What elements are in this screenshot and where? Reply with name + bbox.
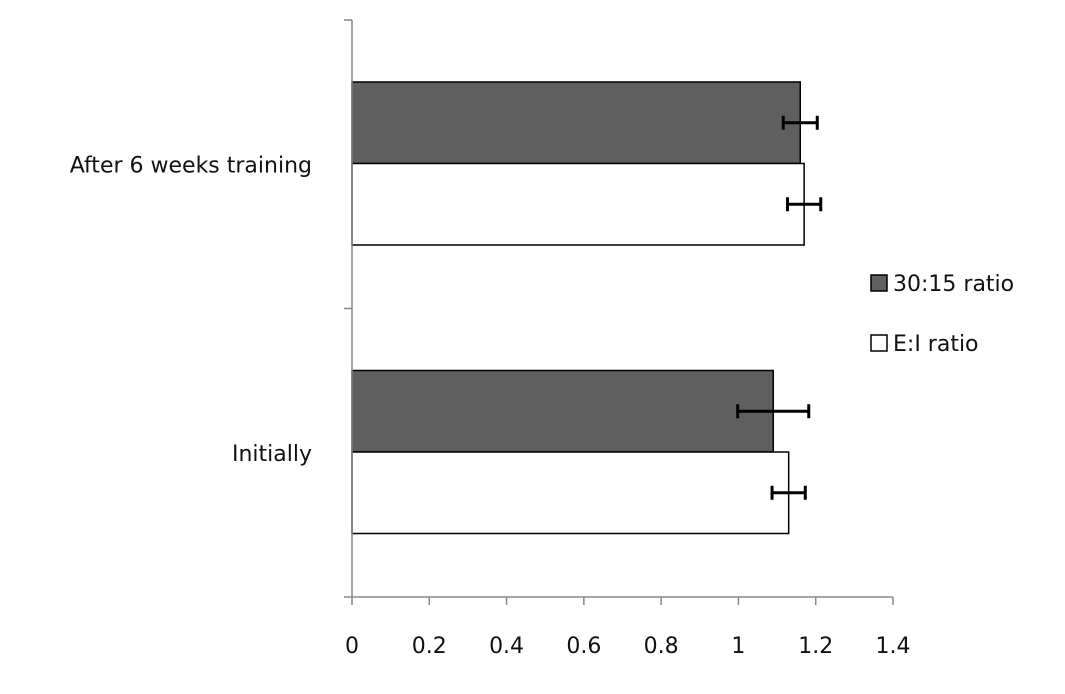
legend-swatch [870,334,888,352]
x-tick-label: 0 [345,634,359,659]
x-tick-label: 0.8 [644,634,679,659]
legend-label: 30:15 ratio [893,272,1014,297]
x-tick-label: 0.6 [566,634,601,659]
x-tick-label: 1 [731,634,745,659]
legend-label: E:I ratio [893,332,979,357]
x-tick-label: 1.2 [798,634,833,659]
legend-swatch [870,274,888,292]
x-tick-label: 1.4 [876,634,911,659]
x-tick-label: 0.4 [489,634,524,659]
bar-0-1 [351,369,774,453]
bar-0-0 [351,81,802,165]
bar-1-0 [351,162,805,246]
category-label: After 6 weeks training [70,153,312,178]
x-tick-label: 0.2 [412,634,447,659]
bar-1-1 [351,451,790,535]
category-label: Initially [232,442,312,467]
